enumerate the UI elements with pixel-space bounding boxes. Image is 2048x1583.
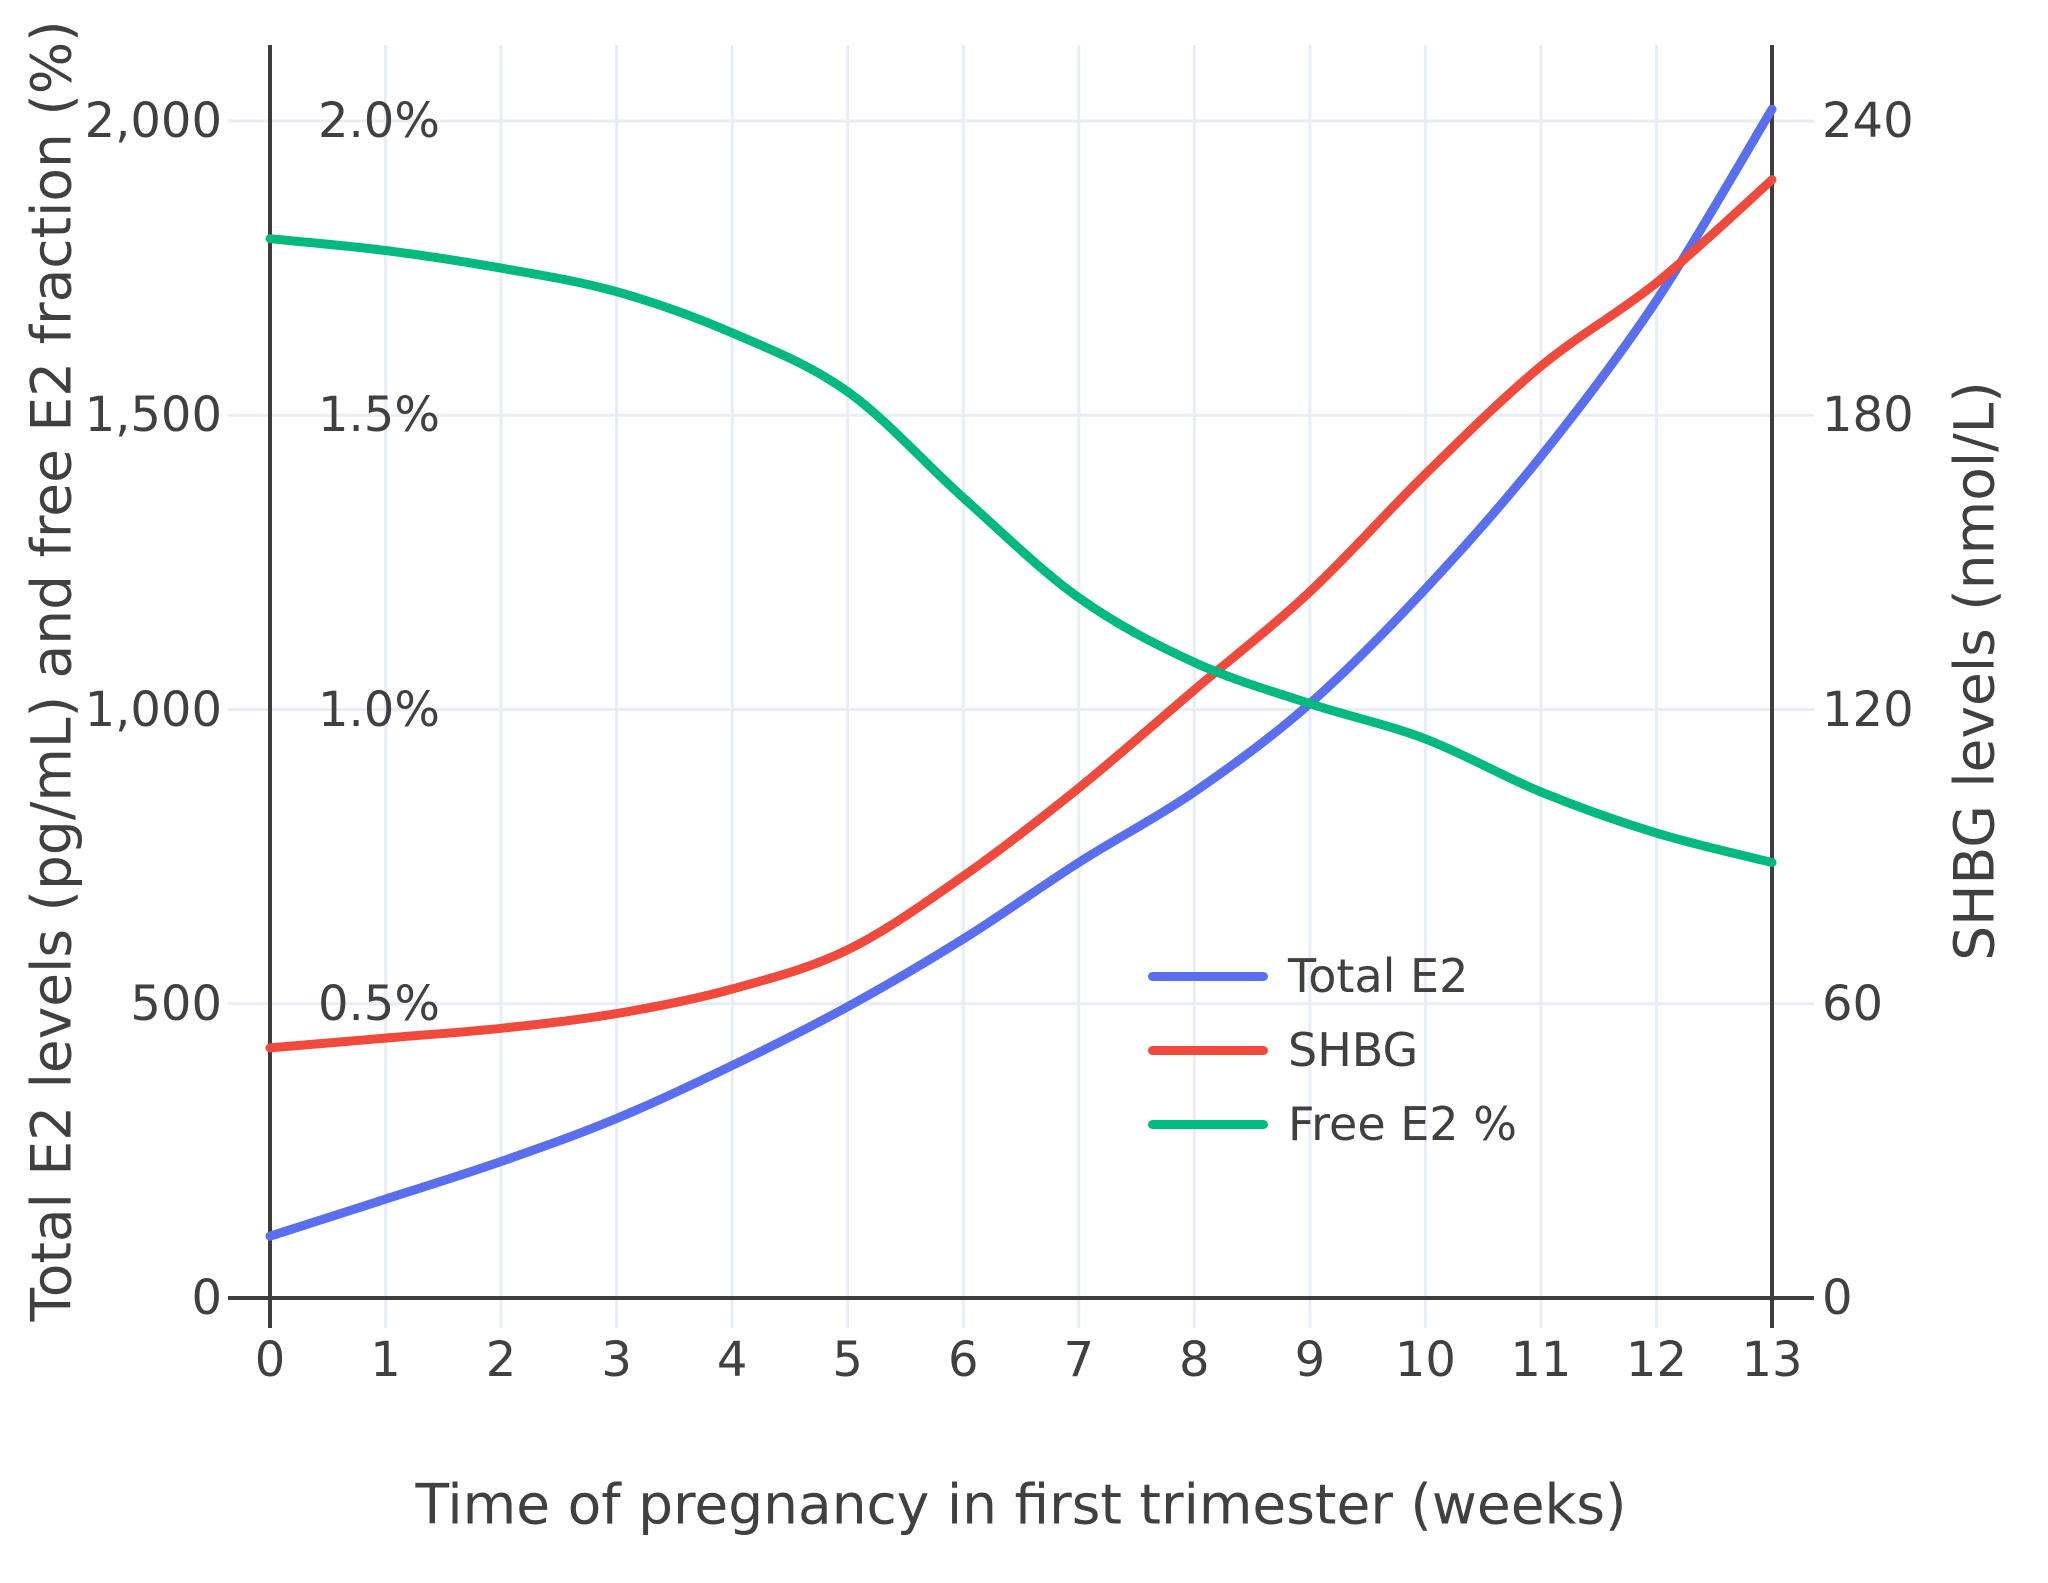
x-tick-label: 5 xyxy=(832,1332,863,1388)
y-right-tick-label: 60 xyxy=(1822,975,1884,1032)
y-right-tick-label: 180 xyxy=(1822,387,1914,444)
x-tick-label: 0 xyxy=(254,1332,286,1388)
right-y-axis-title: SHBG levels (nmol/L) xyxy=(1942,381,2007,961)
percent-annotation-label: 1.0% xyxy=(318,681,440,738)
series-lines xyxy=(265,104,1777,1241)
x-tick-label: 9 xyxy=(1294,1332,1326,1388)
x-tick-label: 4 xyxy=(716,1332,748,1388)
gridlines xyxy=(228,45,1814,1328)
y-left-tick-label: 2,000 xyxy=(84,93,222,149)
x-tick-label: 10 xyxy=(1394,1332,1456,1388)
y-right-tick-label: 0 xyxy=(1822,1270,1853,1326)
x-tick-label: 2 xyxy=(485,1332,517,1388)
x-tick-label: 1 xyxy=(370,1332,401,1388)
shbg-line-swatch xyxy=(1148,1045,1268,1055)
left-y-axis-title: Total E2 levels (pg/mL) and free E2 frac… xyxy=(19,20,84,1322)
legend: Total E2 SHBG Free E2 % xyxy=(1148,939,1517,1161)
total-e2-line[interactable] xyxy=(265,104,1777,1241)
legend-item-free-e2[interactable]: Free E2 % xyxy=(1148,1087,1517,1161)
x-tick-label: 12 xyxy=(1625,1332,1687,1388)
x-tick-label: 6 xyxy=(947,1332,979,1388)
shbg-line[interactable] xyxy=(265,175,1777,1053)
percent-annotation-label: 1.5% xyxy=(318,387,440,444)
x-tick-label: 7 xyxy=(1063,1332,1095,1388)
x-tick-label: 13 xyxy=(1741,1332,1803,1388)
legend-item-total-e2[interactable]: Total E2 xyxy=(1148,939,1517,1013)
y-right-tick-label: 120 xyxy=(1822,681,1914,738)
y-right-tick-label: 240 xyxy=(1822,93,1914,149)
free-e2-line-swatch xyxy=(1148,1119,1268,1129)
y-left-tick-label: 1,000 xyxy=(84,681,222,738)
axis-lines xyxy=(228,45,1814,1328)
x-axis-title: Time of pregnancy in first trimester (we… xyxy=(415,1472,1627,1537)
x-tick-label: 8 xyxy=(1179,1332,1210,1388)
free-e2-line[interactable] xyxy=(265,234,1777,867)
legend-label-total-e2: Total E2 xyxy=(1288,949,1469,1003)
x-tick-label: 11 xyxy=(1510,1332,1572,1388)
y-left-tick-label: 0 xyxy=(191,1270,222,1326)
percent-annotation-label: 0.5% xyxy=(318,975,440,1032)
legend-label-free-e2: Free E2 % xyxy=(1288,1097,1517,1151)
y-left-tick-label: 1,500 xyxy=(84,387,222,444)
legend-label-shbg: SHBG xyxy=(1288,1023,1419,1077)
total-e2-line-swatch xyxy=(1148,971,1268,981)
legend-item-shbg[interactable]: SHBG xyxy=(1148,1013,1517,1087)
percent-annotation-label: 2.0% xyxy=(318,93,440,149)
x-tick-label: 3 xyxy=(601,1332,632,1388)
y-left-tick-label: 500 xyxy=(130,975,222,1032)
